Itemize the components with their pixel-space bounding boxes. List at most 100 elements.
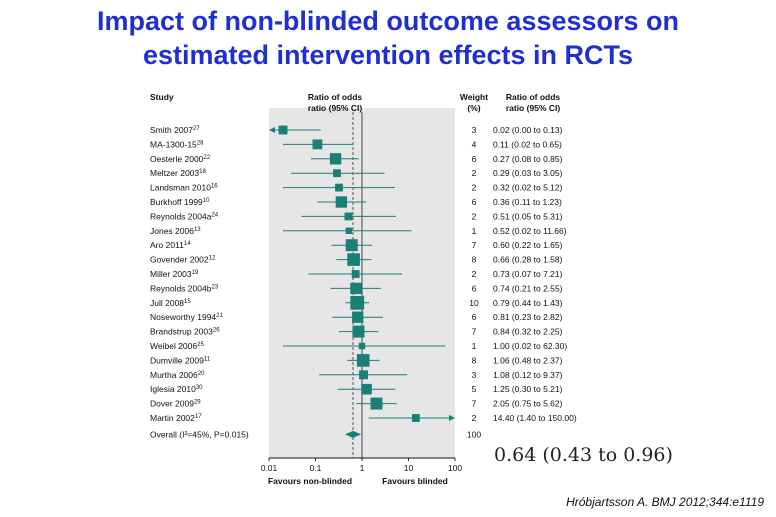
study-weight: 3	[472, 125, 477, 135]
study-weight: 8	[472, 355, 477, 365]
x-tick-label: 1	[360, 463, 365, 473]
study-weight: 5	[472, 384, 477, 394]
point-marker	[359, 370, 368, 380]
study-ratio-label: 0.81 (0.23 to 2.82)	[493, 312, 563, 322]
header-ratio-1: Ratio of odds	[308, 92, 363, 102]
study-weight: 1	[472, 341, 477, 351]
study-reference: 27	[193, 126, 200, 132]
header-ratio-2: ratio (95% CI)	[308, 103, 362, 113]
x-tick-label: 0.01	[261, 463, 278, 473]
study-ratio-label: 0.66 (0.28 to 1.58)	[493, 255, 563, 265]
study-ratio-label: 0.36 (0.11 to 1.23)	[493, 197, 562, 207]
point-marker	[347, 253, 360, 266]
study-weight: 2	[472, 269, 477, 279]
study-name: Oesterle 200022	[150, 154, 211, 164]
study-reference: 19	[192, 270, 199, 276]
study-name: Govender 200212	[150, 255, 216, 265]
point-marker	[411, 414, 420, 422]
point-marker	[350, 282, 362, 295]
study-ratio-label: 2.05 (0.75 to 5.62)	[493, 399, 563, 409]
study-ratio-label: 0.79 (0.44 to 1.43)	[493, 298, 563, 308]
study-ratio-label: 1.25 (0.30 to 5.21)	[493, 384, 563, 394]
overall-label: Overall (I²=45%, P=0.015)	[150, 429, 249, 439]
study-reference: 10	[203, 198, 210, 204]
study-ratio-label: 14.40 (1.40 to 150.00)	[493, 413, 577, 423]
study-reference: 26	[213, 328, 220, 334]
study-reference: 12	[209, 256, 216, 262]
study-reference: 21	[216, 313, 223, 319]
study-weight: 7	[472, 240, 477, 250]
study-reference: 17	[195, 414, 202, 420]
study-name: Burkhoff 199910	[150, 197, 210, 207]
citation: Hróbjartsson A. BMJ 2012;344:e1119	[566, 495, 764, 509]
study-ratio-label: 0.74 (0.21 to 2.55)	[493, 283, 563, 293]
study-reference: 29	[194, 400, 201, 406]
study-reference: 15	[184, 299, 191, 305]
study-reference: 18	[199, 169, 206, 175]
study-weight: 8	[472, 255, 477, 265]
study-ratio-label: 0.60 (0.22 to 1.65)	[493, 240, 563, 250]
point-marker	[335, 196, 348, 208]
study-ratio-label: 0.32 (0.02 to 5.12)	[493, 183, 563, 193]
point-marker	[345, 239, 358, 252]
point-marker	[351, 270, 360, 278]
study-weight: 7	[472, 327, 477, 337]
study-name: Weibel 200625	[150, 341, 204, 351]
study-reference: 22	[203, 155, 210, 161]
xlabel-right: Favours blinded	[382, 476, 448, 486]
study-name: Martin 200217	[150, 413, 202, 423]
study-weight: 3	[472, 370, 477, 380]
title-line-2: estimated intervention effects in RCTs	[142, 40, 634, 70]
header-ratio-col-1: Ratio of odds	[506, 92, 561, 102]
study-reference: 14	[184, 241, 191, 247]
study-ratio-label: 0.51 (0.05 to 5.31)	[493, 211, 563, 221]
study-weight: 2	[472, 413, 477, 423]
study-reference: 24	[211, 212, 218, 218]
study-name: MA-1300-1528	[150, 139, 204, 149]
point-marker	[312, 139, 323, 150]
slide-title: Impact of non-blinded outcome assessors …	[0, 4, 776, 72]
study-name: Reynolds 2004b23	[150, 283, 219, 293]
x-tick-label: 0.1	[310, 463, 322, 473]
study-weight: 2	[472, 168, 477, 178]
title-line-1: Impact of non-blinded outcome assessors …	[96, 6, 680, 36]
study-reference: 30	[196, 385, 203, 391]
study-name: Meltzer 200318	[150, 168, 206, 178]
study-reference: 11	[204, 356, 211, 362]
study-ratio-label: 0.27 (0.08 to 0.85)	[493, 154, 563, 164]
study-weight: 10	[469, 298, 479, 308]
header-weight-1: Weight	[460, 92, 488, 102]
study-ratio-label: 0.02 (0.00 to 0.13)	[493, 125, 563, 135]
study-reference: 20	[198, 371, 205, 377]
study-reference: 23	[211, 284, 218, 290]
point-marker	[361, 383, 372, 395]
study-ratio-label: 1.08 (0.12 to 9.37)	[493, 370, 563, 380]
study-name: Dover 200929	[150, 399, 201, 409]
study-weight: 6	[472, 283, 477, 293]
study-reference: 13	[194, 227, 201, 233]
point-marker	[329, 153, 342, 165]
study-name: Iglesia 201030	[150, 384, 203, 394]
point-marker	[350, 295, 365, 310]
overall-diamond	[344, 430, 362, 438]
point-marker	[344, 212, 353, 221]
study-ratio-label: 0.73 (0.07 to 7.21)	[493, 269, 563, 279]
ci-arrow-right	[449, 415, 455, 421]
study-ratio-label: 1.06 (0.48 to 2.37)	[493, 355, 563, 365]
point-marker	[358, 342, 366, 350]
point-marker	[278, 125, 288, 135]
study-weight: 6	[472, 312, 477, 322]
study-weight: 7	[472, 399, 477, 409]
study-reference: 25	[197, 342, 204, 348]
study-weight: 2	[472, 211, 477, 221]
overall-weight: 100	[467, 429, 481, 439]
study-weight: 1	[472, 226, 477, 236]
xlabel-left: Favours non-blinded	[268, 476, 352, 486]
study-name: Jones 200613	[150, 226, 201, 236]
header-ratio-col-2: ratio (95% CI)	[506, 103, 560, 113]
study-name: Smith 200727	[150, 125, 200, 135]
x-tick-label: 100	[448, 463, 462, 473]
header-weight-2: (%)	[467, 103, 480, 113]
study-weight: 4	[472, 139, 477, 149]
x-tick-label: 10	[404, 463, 414, 473]
